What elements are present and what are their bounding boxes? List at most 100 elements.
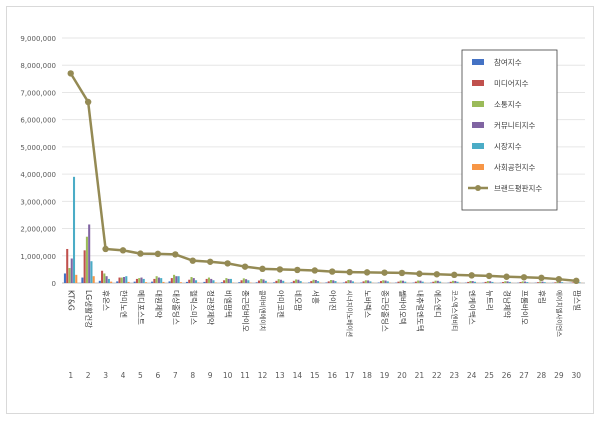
bar-6 — [215, 282, 217, 283]
y-tick-label: 2,000,000 — [20, 226, 56, 234]
bar-5 — [544, 282, 546, 283]
line-point — [224, 260, 230, 266]
bar-4 — [541, 282, 543, 283]
bar-3 — [330, 280, 332, 283]
line-point — [538, 275, 544, 281]
bar-3 — [208, 278, 210, 283]
bar-2 — [485, 282, 487, 283]
bar-4 — [140, 278, 142, 283]
rank-label: 8 — [190, 371, 195, 380]
category-label: KT&G — [67, 290, 76, 311]
legend-label: 브랜드평판지수 — [494, 183, 542, 193]
bar-4 — [88, 224, 90, 283]
legend-swatch-point — [475, 185, 481, 191]
line-point — [468, 272, 474, 278]
bar-3 — [156, 276, 158, 283]
bar-5 — [387, 281, 389, 283]
bar-1 — [343, 282, 345, 283]
bar-2 — [258, 281, 260, 283]
bar-6 — [128, 282, 130, 283]
bar-4 — [385, 281, 387, 283]
bar-5 — [178, 276, 180, 283]
bar-5 — [317, 281, 319, 283]
bar-3 — [522, 281, 524, 283]
rank-label: 14 — [293, 371, 303, 380]
bar-5 — [90, 261, 92, 283]
category-label: 쎌바이오텍 — [398, 290, 408, 325]
line-point — [259, 266, 265, 272]
bar-1 — [169, 281, 171, 283]
bar-5 — [230, 279, 232, 283]
rank-label: 21 — [415, 371, 425, 380]
bar-6 — [180, 282, 182, 283]
rank-label: 15 — [310, 371, 320, 380]
rank-label: 23 — [449, 371, 459, 380]
rank-label: 30 — [572, 371, 582, 380]
category-label: 정관장제약 — [206, 290, 216, 325]
bar-3 — [539, 282, 541, 283]
bar-2 — [310, 281, 312, 283]
y-tick-label: 7,000,000 — [20, 89, 56, 97]
bar-4 — [193, 278, 195, 283]
bar-4 — [262, 279, 264, 283]
category-label: 대상홀딩스 — [171, 290, 181, 325]
line-point — [85, 99, 91, 105]
bar-3 — [400, 281, 402, 283]
bar-2 — [432, 282, 434, 283]
line-point — [451, 272, 457, 278]
bar-2 — [502, 282, 504, 283]
bar-5 — [369, 281, 371, 283]
bar-1 — [186, 282, 188, 283]
bar-4 — [437, 281, 439, 283]
category-label: 프롬바이오 — [520, 290, 530, 325]
rank-label: 4 — [121, 371, 126, 380]
bar-4 — [106, 276, 108, 283]
bar-3 — [504, 281, 506, 283]
bar-4 — [158, 278, 160, 283]
line-point — [294, 267, 300, 273]
bar-3 — [260, 279, 262, 283]
category-label: 휴림 — [537, 290, 546, 304]
bar-4 — [419, 281, 421, 283]
category-label: 헬릭스미스 — [189, 290, 198, 325]
bar-2 — [363, 281, 365, 283]
line-point — [155, 251, 161, 257]
rank-label: 16 — [327, 371, 337, 380]
line-point — [190, 257, 196, 263]
bar-1 — [64, 273, 66, 283]
bar-3 — [68, 268, 70, 283]
bar-5 — [561, 282, 563, 283]
category-label: 아미코젠 — [276, 290, 286, 318]
legend-label: 참여지수 — [494, 57, 522, 67]
bar-4 — [402, 281, 404, 283]
bar-3 — [313, 280, 315, 283]
rank-label: 9 — [208, 371, 213, 380]
category-label: 비엘팜텍 — [224, 290, 234, 318]
rank-label: 2 — [86, 371, 91, 380]
legend-swatch — [472, 101, 484, 107]
y-tick-label: 4,000,000 — [20, 171, 56, 179]
bar-1 — [203, 282, 205, 283]
bar-3 — [417, 281, 419, 283]
bar-5 — [212, 280, 214, 283]
bar-2 — [328, 281, 330, 283]
category-label: 노바렉스 — [363, 290, 373, 318]
bar-6 — [197, 282, 199, 283]
bar-2 — [537, 282, 539, 283]
bar-2 — [397, 282, 399, 283]
category-label: 에스엔디 — [433, 290, 443, 318]
bar-3 — [173, 275, 175, 283]
legend-label: 소통지수 — [494, 100, 522, 109]
bar-4 — [315, 280, 317, 283]
bar-3 — [365, 280, 367, 283]
rank-label: 7 — [173, 371, 178, 380]
bar-3 — [487, 281, 489, 283]
bar-4 — [280, 280, 282, 283]
bar-2 — [118, 278, 120, 283]
bar-5 — [160, 278, 162, 283]
bar-6 — [93, 276, 95, 283]
bar-5 — [300, 281, 302, 283]
bar-5 — [422, 282, 424, 283]
line-point — [242, 263, 248, 269]
